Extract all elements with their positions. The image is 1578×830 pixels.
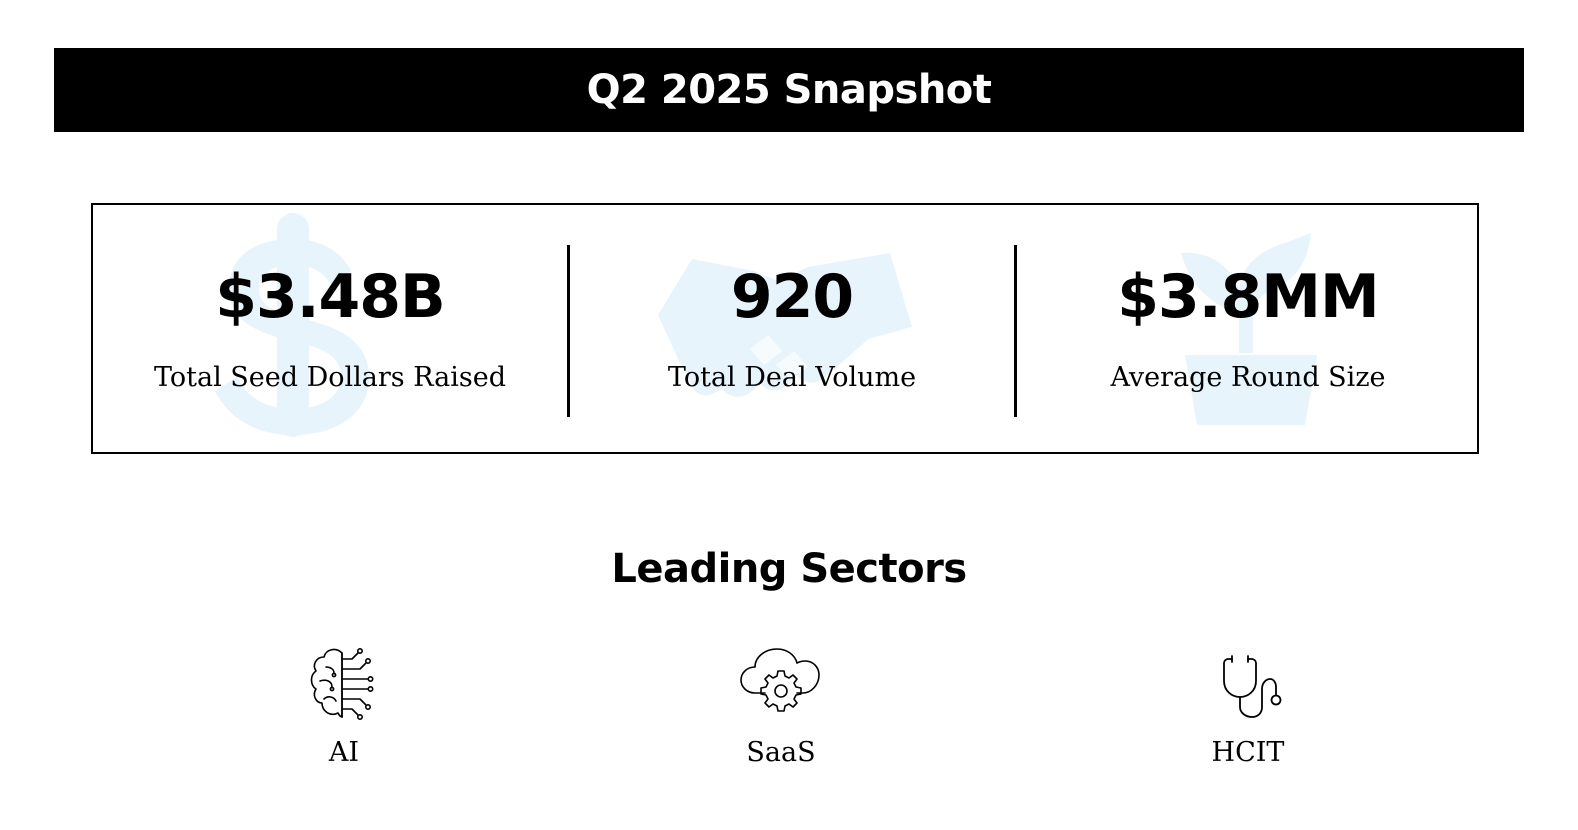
stat-total-seed-dollars: $3.48B Total Seed Dollars Raised (93, 205, 567, 452)
stat-label: Total Seed Dollars Raised (153, 362, 507, 393)
sector-item-hcit: HCIT (1138, 645, 1358, 770)
stat-total-deal-volume: 920 Total Deal Volume (570, 205, 1014, 452)
stat-divider (567, 245, 570, 417)
stat-label: Average Round Size (1110, 362, 1386, 393)
stat-label: Total Deal Volume (667, 362, 917, 393)
sector-label: SaaS (746, 737, 816, 768)
stat-divider (1014, 245, 1017, 417)
sector-label: HCIT (1211, 737, 1285, 768)
ai-brain-circuit-icon (310, 647, 374, 721)
stethoscope-icon (1223, 655, 1282, 718)
stat-value: $3.8MM (1117, 262, 1379, 332)
header-banner: Q2 2025 Snapshot (54, 48, 1524, 132)
cloud-gear-icon (740, 648, 820, 712)
stat-value: 920 (730, 262, 854, 332)
stat-average-round-size: $3.8MM Average Round Size (1017, 205, 1479, 452)
stats-panel: $3.48B Total Seed Dollars Raised 920 Tot… (91, 203, 1479, 454)
leading-sectors-title: Leading Sectors (611, 546, 967, 592)
sector-item-ai: AI (234, 645, 454, 770)
sector-item-saas: SaaS (671, 645, 891, 770)
sector-label: AI (328, 737, 360, 768)
stat-value: $3.48B (215, 262, 446, 332)
page-title: Q2 2025 Snapshot (586, 67, 992, 113)
